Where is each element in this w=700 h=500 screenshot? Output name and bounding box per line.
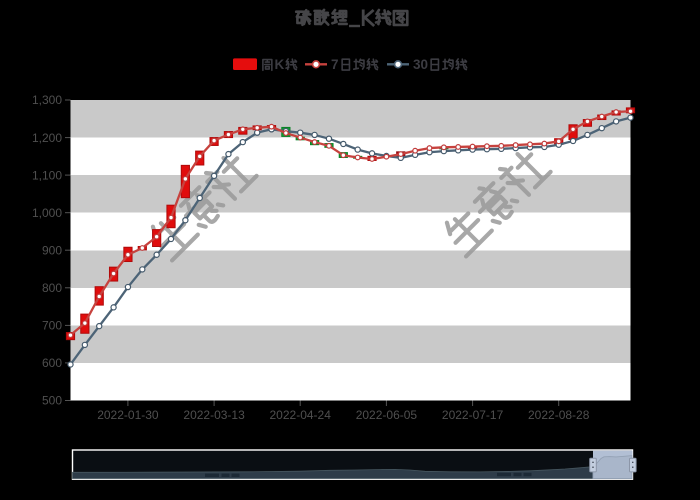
- svg-text:1,200: 1,200: [32, 131, 62, 145]
- svg-text:1,100: 1,100: [32, 168, 62, 182]
- svg-text:2022-04-24: 2022-04-24: [270, 408, 332, 422]
- svg-text:900: 900: [42, 243, 62, 257]
- svg-text:600: 600: [42, 356, 62, 370]
- svg-text:500: 500: [42, 394, 62, 408]
- svg-text:1,000: 1,000: [32, 206, 62, 220]
- svg-text:2022-03-13: 2022-03-13: [183, 408, 245, 422]
- svg-text:30: 30: [413, 57, 428, 72]
- svg-text:1,300: 1,300: [32, 93, 62, 107]
- svg-text:7: 7: [331, 57, 339, 72]
- svg-text:700: 700: [42, 319, 62, 333]
- svg-text:K: K: [275, 57, 285, 72]
- svg-text:2022-08-28: 2022-08-28: [528, 408, 590, 422]
- svg-text:2022-07-17: 2022-07-17: [442, 408, 504, 422]
- svg-text:800: 800: [42, 281, 62, 295]
- svg-text:2022-01-30: 2022-01-30: [97, 408, 159, 422]
- svg-text:2022-06-05: 2022-06-05: [356, 408, 418, 422]
